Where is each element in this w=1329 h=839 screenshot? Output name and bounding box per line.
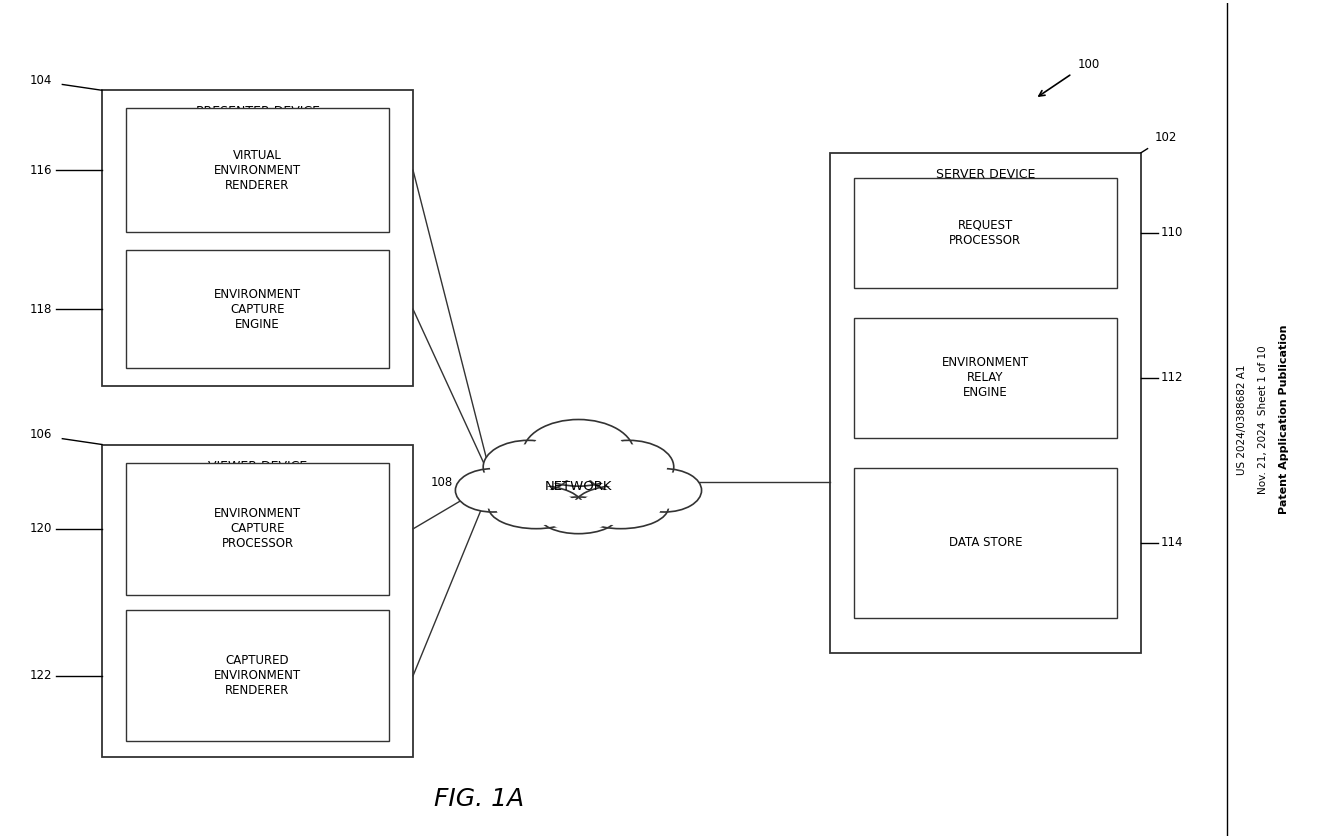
Text: PRESENTER DEVICE: PRESENTER DEVICE (195, 105, 319, 118)
Text: ENVIRONMENT
CAPTURE
ENGINE: ENVIRONMENT CAPTURE ENGINE (214, 288, 302, 331)
Text: Patent Application Publication: Patent Application Publication (1278, 325, 1289, 514)
Ellipse shape (461, 472, 524, 508)
Text: REQUEST
PROCESSOR: REQUEST PROCESSOR (949, 219, 1022, 247)
Ellipse shape (496, 488, 577, 525)
Ellipse shape (522, 420, 634, 486)
Text: 100: 100 (1078, 58, 1099, 71)
FancyBboxPatch shape (126, 463, 389, 595)
Text: 104: 104 (29, 74, 52, 86)
FancyBboxPatch shape (853, 178, 1118, 288)
FancyBboxPatch shape (102, 91, 413, 386)
Ellipse shape (489, 485, 583, 529)
Text: 110: 110 (1160, 227, 1183, 239)
Ellipse shape (590, 445, 667, 490)
Ellipse shape (484, 440, 573, 493)
Ellipse shape (573, 485, 668, 529)
FancyBboxPatch shape (126, 108, 389, 232)
Text: VIEWER DEVICE: VIEWER DEVICE (207, 460, 307, 472)
Ellipse shape (532, 425, 626, 482)
FancyBboxPatch shape (126, 610, 389, 742)
Text: 116: 116 (29, 164, 52, 177)
FancyBboxPatch shape (829, 153, 1140, 653)
Ellipse shape (581, 488, 662, 525)
Text: FIG. 1A: FIG. 1A (435, 787, 524, 811)
FancyBboxPatch shape (853, 318, 1118, 438)
Text: VIRTUAL
ENVIRONMENT
RENDERER: VIRTUAL ENVIRONMENT RENDERER (214, 149, 302, 191)
Text: 106: 106 (29, 428, 52, 441)
Text: 118: 118 (29, 303, 52, 315)
Text: 114: 114 (1160, 536, 1183, 550)
Text: 120: 120 (29, 523, 52, 535)
Ellipse shape (583, 440, 674, 493)
Ellipse shape (633, 472, 696, 508)
Ellipse shape (456, 469, 529, 512)
Text: 122: 122 (29, 670, 52, 682)
Text: Nov. 21, 2024  Sheet 1 of 10: Nov. 21, 2024 Sheet 1 of 10 (1257, 345, 1268, 494)
Text: ENVIRONMENT
RELAY
ENGINE: ENVIRONMENT RELAY ENGINE (942, 357, 1029, 399)
Text: US 2024/0388682 A1: US 2024/0388682 A1 (1236, 364, 1247, 475)
Text: 112: 112 (1160, 372, 1183, 384)
FancyBboxPatch shape (853, 468, 1118, 618)
Text: NETWORK: NETWORK (545, 480, 613, 492)
Text: 102: 102 (1154, 132, 1176, 144)
Ellipse shape (627, 469, 702, 512)
Ellipse shape (545, 500, 613, 531)
Text: 108: 108 (431, 476, 453, 488)
Ellipse shape (538, 497, 618, 534)
Ellipse shape (490, 445, 566, 490)
FancyBboxPatch shape (102, 445, 413, 757)
Text: ENVIRONMENT
CAPTURE
PROCESSOR: ENVIRONMENT CAPTURE PROCESSOR (214, 508, 302, 550)
FancyBboxPatch shape (126, 250, 389, 368)
Text: SERVER DEVICE: SERVER DEVICE (936, 168, 1035, 180)
Text: CAPTURED
ENVIRONMENT
RENDERER: CAPTURED ENVIRONMENT RENDERER (214, 654, 302, 697)
Text: DATA STORE: DATA STORE (949, 536, 1022, 550)
